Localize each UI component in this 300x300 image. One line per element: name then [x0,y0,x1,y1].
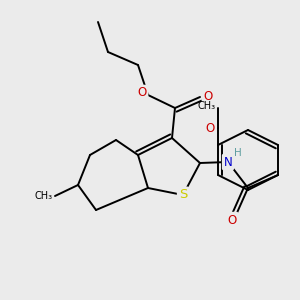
Text: S: S [179,188,187,202]
Text: N: N [224,155,232,169]
Text: H: H [234,148,242,158]
Text: CH₃: CH₃ [35,191,53,201]
Text: CH₃: CH₃ [198,101,216,111]
Text: O: O [227,214,237,226]
Text: O: O [203,91,213,103]
Text: O: O [137,86,147,100]
Text: O: O [206,122,214,134]
